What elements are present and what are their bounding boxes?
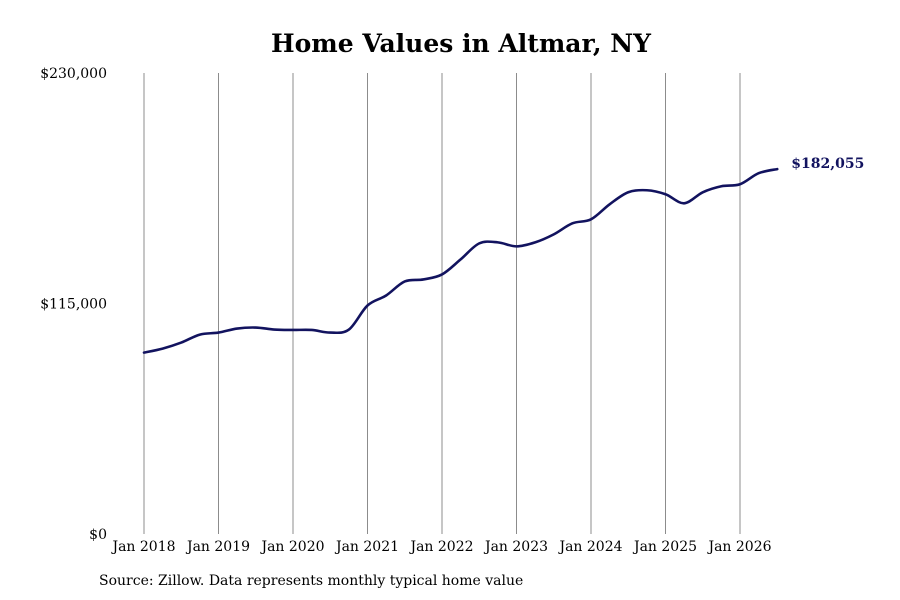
x-axis-labels: Jan 2018 Jan 2019 Jan 2020 Jan 2021 Jan 2022… [110,539,771,555]
y-tick-label: $115,000 [40,297,107,313]
x-tick-label: Jan 2024 [557,539,622,555]
x-tick-label: Jan 2019 [185,539,250,555]
end-value-label: $182,055 [791,156,864,172]
y-tick-label: $0 [89,527,107,543]
x-tick-label: Jan 2023 [483,539,548,555]
vertical-gridlines [143,73,741,534]
chart-title: Home Values in Altmar, NY [271,29,652,58]
series-line-home-value [142,167,779,354]
y-axis-labels: $0 $115,000 $230,000 [40,66,107,543]
x-tick-label: Jan 2021 [334,539,399,555]
x-tick-label: Jan 2018 [110,539,175,555]
y-tick-label: $230,000 [40,66,107,82]
source-note: Source: Zillow. Data represents monthly … [99,573,524,589]
x-tick-label: Jan 2022 [408,539,473,555]
x-tick-label: Jan 2025 [632,539,697,555]
x-tick-label: Jan 2020 [259,539,324,555]
x-tick-label: Jan 2026 [706,539,771,555]
